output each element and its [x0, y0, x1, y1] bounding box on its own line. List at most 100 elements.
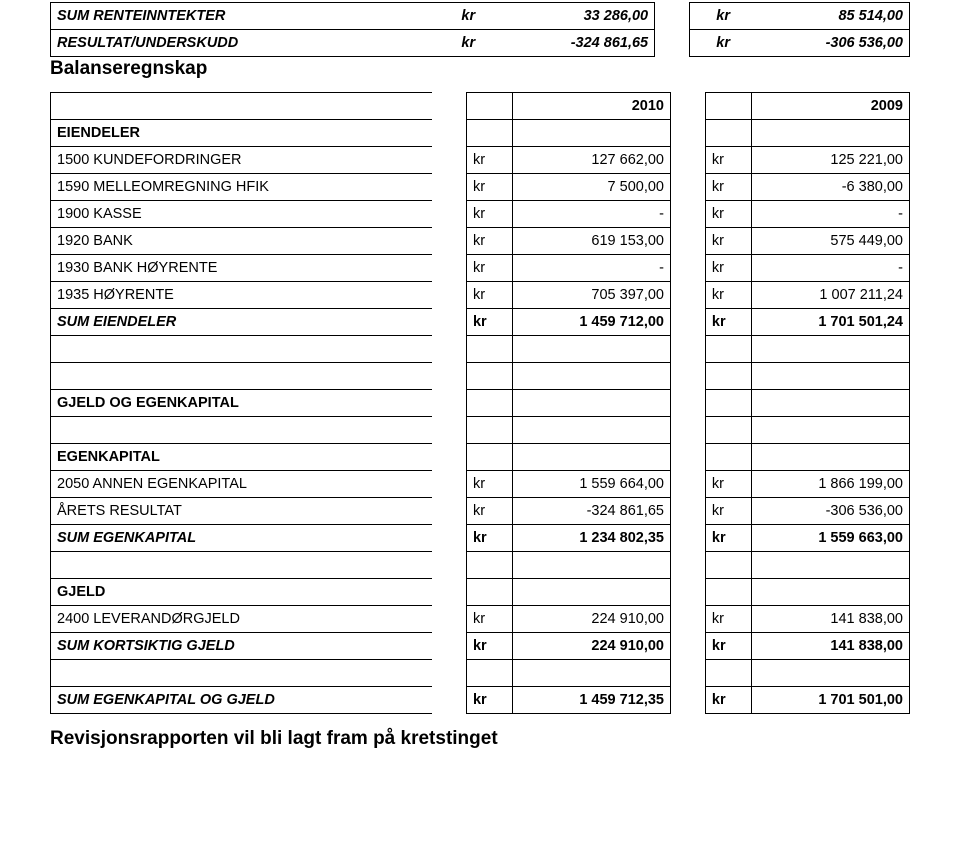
balance-table: 20102009EIENDELER1500 KUNDEFORDRINGERkr1… [50, 92, 910, 714]
unit: kr [705, 282, 751, 309]
unit [466, 417, 512, 444]
unit: kr [466, 633, 512, 660]
gap [432, 525, 466, 552]
unit [705, 660, 751, 687]
table-row: 1900 KASSEkr-kr- [51, 201, 910, 228]
summary-row: RESULTAT/UNDERSKUDDkr-324 861,65kr-306 5… [51, 30, 910, 57]
amount [513, 417, 671, 444]
gap [655, 30, 690, 57]
unit [466, 390, 512, 417]
amount [513, 552, 671, 579]
unit: kr [466, 687, 512, 714]
amount [513, 120, 671, 147]
gap [670, 228, 705, 255]
amount: - [752, 255, 910, 282]
unit [466, 660, 512, 687]
amount: 125 221,00 [752, 147, 910, 174]
unit: kr [466, 525, 512, 552]
amount: 7 500,00 [513, 174, 671, 201]
table-row: SUM EGENKAPITALkr1 234 802,35kr1 559 663… [51, 525, 910, 552]
unit [705, 120, 751, 147]
row-label [51, 552, 433, 579]
unit [466, 579, 512, 606]
gap [670, 471, 705, 498]
amount [513, 363, 671, 390]
amount: 141 838,00 [752, 633, 910, 660]
unit: kr [466, 174, 512, 201]
gap [670, 255, 705, 282]
unit: kr [690, 3, 736, 30]
gap [670, 201, 705, 228]
row-label [51, 417, 433, 444]
amount: 224 910,00 [513, 606, 671, 633]
row-label: RESULTAT/UNDERSKUDD [51, 30, 436, 57]
row-label: SUM RENTEINNTEKTER [51, 3, 436, 30]
amount: 705 397,00 [513, 282, 671, 309]
unit: kr [705, 687, 751, 714]
gap [432, 552, 466, 579]
unit: kr [436, 3, 482, 30]
row-label: EGENKAPITAL [51, 444, 433, 471]
gap [432, 201, 466, 228]
amount [752, 363, 910, 390]
gap [670, 633, 705, 660]
unit [705, 552, 751, 579]
row-label: 2400 LEVERANDØRGJELD [51, 606, 433, 633]
gap [670, 282, 705, 309]
amount [752, 444, 910, 471]
row-label: 1590 MELLEOMREGNING HFIK [51, 174, 433, 201]
gap [432, 255, 466, 282]
page: SUM RENTEINNTEKTERkr33 286,00kr85 514,00… [0, 0, 960, 780]
amount: -306 536,00 [736, 30, 910, 57]
amount [513, 336, 671, 363]
row-label: SUM KORTSIKTIG GJELD [51, 633, 433, 660]
year-a: 2010 [513, 93, 671, 120]
unit: kr [466, 201, 512, 228]
gap [670, 660, 705, 687]
unit: kr [705, 606, 751, 633]
table-row: 1930 BANK HØYRENTEkr-kr- [51, 255, 910, 282]
table-row: EIENDELER [51, 120, 910, 147]
amount: - [752, 201, 910, 228]
row-label: SUM EIENDELER [51, 309, 433, 336]
amount: -324 861,65 [513, 498, 671, 525]
amount [513, 660, 671, 687]
amount: 1 559 664,00 [513, 471, 671, 498]
amount: 1 007 211,24 [752, 282, 910, 309]
unit: kr [705, 174, 751, 201]
row-label: 1930 BANK HØYRENTE [51, 255, 433, 282]
gap [670, 390, 705, 417]
amount: 1 866 199,00 [752, 471, 910, 498]
year-b: 2009 [752, 93, 910, 120]
row-label: 1500 KUNDEFORDRINGER [51, 147, 433, 174]
amount: 127 662,00 [513, 147, 671, 174]
amount [752, 579, 910, 606]
unit [466, 552, 512, 579]
unit [705, 390, 751, 417]
table-row: 1590 MELLEOMREGNING HFIKkr7 500,00kr-6 3… [51, 174, 910, 201]
gap [432, 282, 466, 309]
gap [432, 444, 466, 471]
gap [432, 390, 466, 417]
unit [705, 336, 751, 363]
unit: kr [705, 201, 751, 228]
gap [432, 471, 466, 498]
gap [432, 174, 466, 201]
amount: - [513, 201, 671, 228]
table-row [51, 363, 910, 390]
unit: kr [466, 255, 512, 282]
amount: 1 701 501,00 [752, 687, 910, 714]
amount: 1 459 712,00 [513, 309, 671, 336]
gap [670, 336, 705, 363]
unit: kr [466, 606, 512, 633]
gap [432, 633, 466, 660]
unit: kr [705, 228, 751, 255]
amount [752, 336, 910, 363]
table-row: EGENKAPITAL [51, 444, 910, 471]
row-label: ÅRETS RESULTAT [51, 498, 433, 525]
gap [432, 363, 466, 390]
cell [705, 93, 751, 120]
unit: kr [705, 525, 751, 552]
table-row: 1935 HØYRENTEkr705 397,00kr1 007 211,24 [51, 282, 910, 309]
row-label: GJELD [51, 579, 433, 606]
